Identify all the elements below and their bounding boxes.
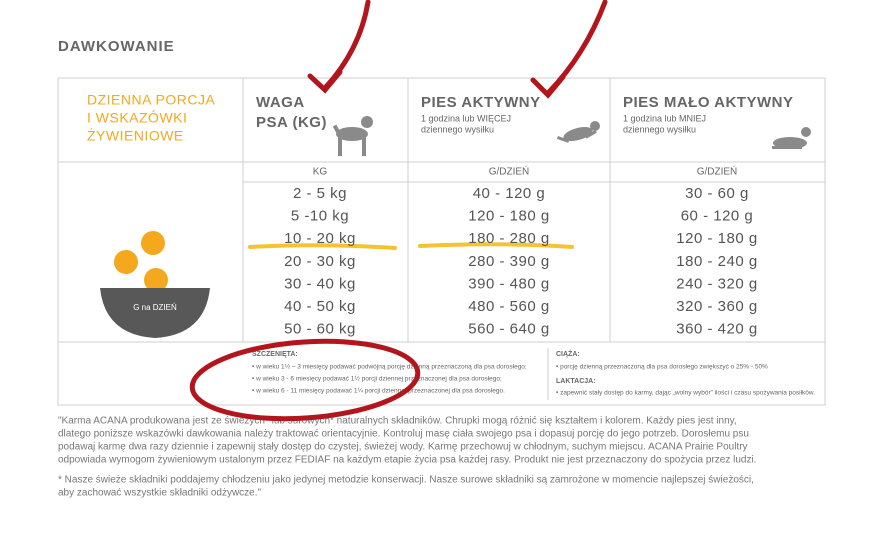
table-cell: 2 - 5 kg [293, 185, 347, 202]
note-heading: LAKTACJA: [556, 378, 596, 385]
note-item: • w wieku 1½ – 3 miesięcy podawać podwój… [252, 363, 527, 371]
note-item: • w wieku 3 - 6 miesięcy podawać 1½ porc… [252, 375, 502, 383]
dog-icon [556, 121, 600, 143]
table-cell: 30 - 60 g [685, 185, 749, 202]
column-unit: G/DZIEŃ [697, 165, 738, 178]
table-rows: 2 - 5 kg 40 - 120 g 30 - 60 g 5 -10 kg 120 -… [284, 185, 757, 338]
table-cell: 320 - 360 g [676, 298, 757, 315]
footer-line: podawaj karmę dwa razy dziennie i zapewn… [58, 442, 748, 453]
note-item: • zapewnić stały dostęp do karmy, dając … [556, 390, 815, 397]
table-cell: 390 - 480 g [468, 275, 549, 292]
note-item: • w wieku 6 - 11 miesięcy podawać 1¼ por… [252, 388, 505, 395]
table-cell: 40 - 50 kg [284, 298, 356, 315]
table-cell: 5 -10 kg [291, 208, 349, 225]
note-item: • porcję dzienną przeznaczoną dla psa do… [556, 364, 768, 371]
column-title: PSA (KG) [256, 114, 327, 131]
note-heading: CIĄŻA: [556, 350, 580, 358]
table-cell: 50 - 60 kg [284, 321, 356, 338]
column-subtitle: 1 godzina lub WIĘCEJ [421, 113, 511, 123]
header-line: ŻYWIENIOWE [87, 127, 184, 144]
footer-line: "Karma ACANA produkowana jest ze świeżyc… [58, 416, 737, 427]
column-unit: KG [313, 167, 328, 178]
table-cell: 40 - 120 g [473, 185, 546, 202]
table-cell: 10 - 20 kg [284, 230, 356, 247]
bowl-label: G na DZIEŃ [133, 303, 177, 312]
column-title: PIES MAŁO AKTYWNY [623, 94, 793, 111]
dog-icon [772, 127, 811, 149]
column-unit: G/DZIEŃ [489, 165, 530, 178]
column-title: PIES AKTYWNY [421, 94, 541, 111]
table-cell: 480 - 560 g [468, 298, 549, 315]
column-title: WAGA [256, 94, 305, 111]
table-cell: 180 - 280 g [468, 230, 549, 247]
note-heading: SZCZENIĘTA: [252, 351, 298, 358]
table-cell: 180 - 240 g [676, 253, 757, 270]
footer-line: odpowiada wymogom żywieniowym ustalonym … [58, 455, 756, 466]
column-subtitle: 1 godzina lub MNIEJ [623, 113, 706, 123]
highlight [418, 242, 574, 249]
bowl-illustration [100, 231, 210, 338]
header-line: I WSKAZÓWKI [87, 110, 187, 126]
header-line: DZIENNA PORCJA [87, 92, 216, 108]
table-frame [57, 77, 826, 406]
table-cell: 560 - 640 g [468, 321, 549, 338]
table-cell: 280 - 390 g [468, 253, 549, 270]
page-title: DAWKOWANIE [58, 38, 175, 55]
highlight [248, 243, 397, 250]
footer-line: aby zachować wszystkie składniki odżywcz… [58, 488, 262, 499]
table-cell: 360 - 420 g [676, 321, 757, 338]
footer-line: * Nasze świeże składniki poddajemy chłod… [58, 475, 754, 486]
dog-icon [332, 116, 373, 156]
annotation [189, 0, 608, 422]
table-cell: 120 - 180 g [468, 208, 549, 225]
table-cell: 120 - 180 g [676, 230, 757, 247]
table-cell: 240 - 320 g [676, 275, 757, 292]
table-cell: 20 - 30 kg [284, 253, 356, 270]
column-subtitle: dziennego wysiłku [421, 124, 494, 134]
table-cell: 60 - 120 g [681, 208, 754, 225]
table-cell: 30 - 40 kg [284, 275, 356, 292]
footer-line: dlatego poniższe wskazówki dawkowania na… [58, 429, 749, 440]
column-subtitle: dziennego wysiłku [623, 124, 696, 134]
